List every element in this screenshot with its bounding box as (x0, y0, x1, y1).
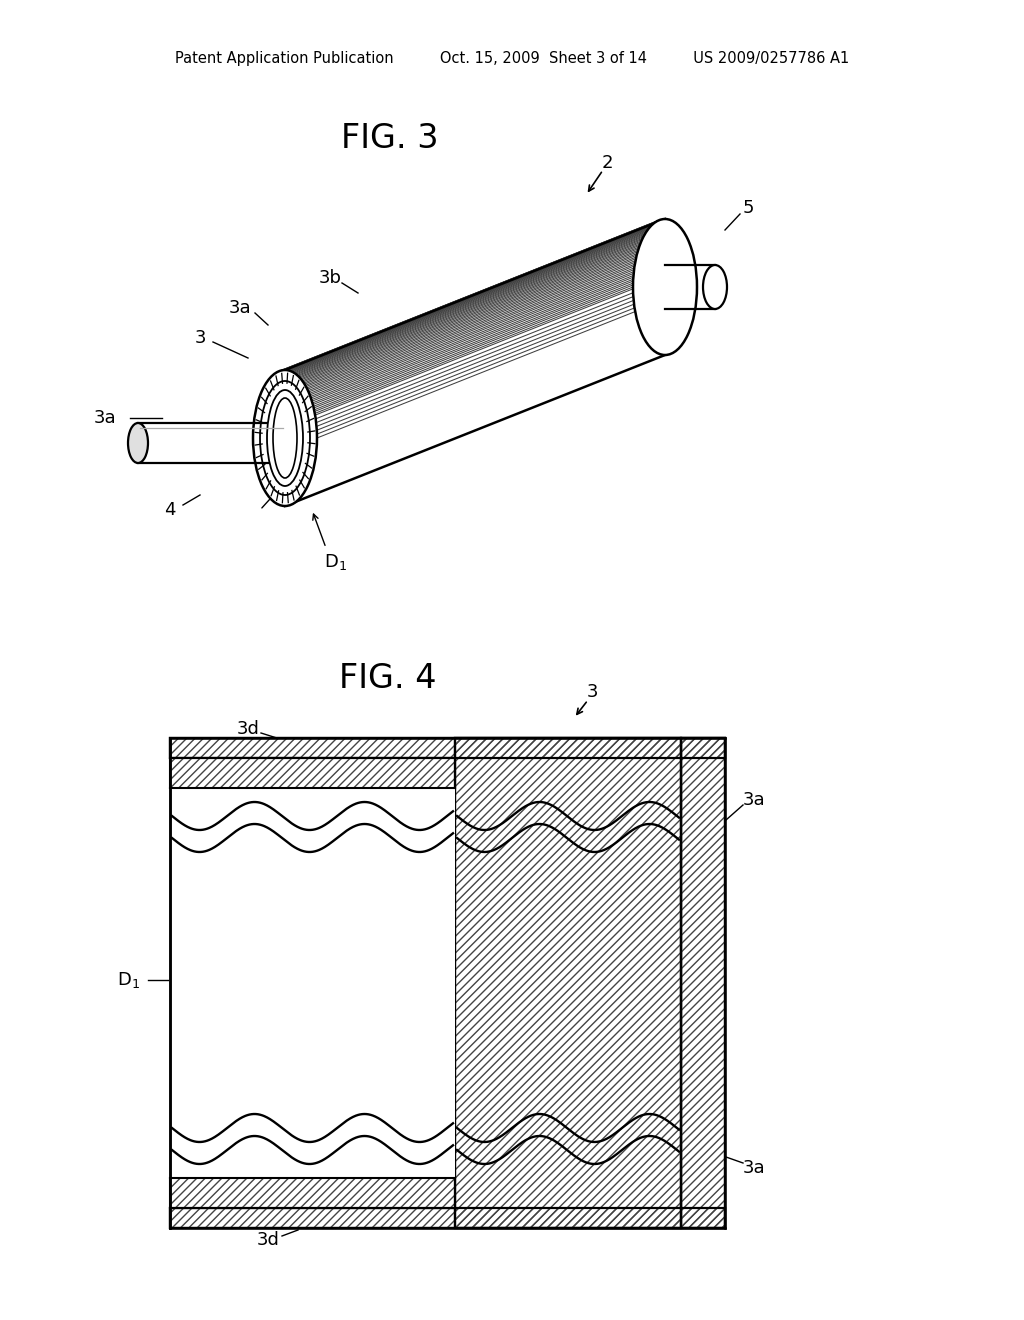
Text: Patent Application Publication          Oct. 15, 2009  Sheet 3 of 14          US: Patent Application Publication Oct. 15, … (175, 50, 849, 66)
Bar (455, 738, 681, 1228)
Bar (170, 1177, 455, 1208)
Text: 5: 5 (742, 199, 754, 216)
Text: 3d: 3d (237, 719, 259, 738)
Text: 3a: 3a (327, 1156, 349, 1173)
Text: 3a: 3a (327, 783, 349, 801)
Text: FIG. 4: FIG. 4 (339, 661, 437, 694)
Bar (170, 738, 725, 758)
Text: D$_1$: D$_1$ (117, 970, 139, 990)
Bar (170, 758, 455, 788)
Bar (170, 1208, 725, 1228)
Text: 3a: 3a (93, 409, 117, 426)
Text: 3a: 3a (742, 1159, 765, 1177)
Bar (681, 738, 725, 1228)
Bar (170, 758, 455, 788)
Bar (170, 1177, 455, 1208)
Text: D$_1$: D$_1$ (324, 552, 346, 572)
Ellipse shape (253, 370, 317, 506)
Ellipse shape (260, 381, 310, 495)
Bar (170, 788, 455, 1177)
Text: 3b: 3b (318, 269, 341, 286)
Text: FIG. 3: FIG. 3 (341, 121, 438, 154)
Ellipse shape (273, 399, 297, 478)
Ellipse shape (128, 422, 148, 463)
Text: 3c: 3c (417, 933, 437, 950)
Text: 3a: 3a (228, 300, 251, 317)
Bar (170, 788, 455, 1177)
Text: 3a: 3a (742, 791, 765, 809)
Text: 3d: 3d (257, 1232, 280, 1249)
Bar (170, 758, 455, 788)
Ellipse shape (267, 389, 303, 486)
Bar (170, 1208, 725, 1228)
Ellipse shape (703, 265, 727, 309)
Bar (170, 1208, 725, 1228)
Bar (170, 738, 725, 758)
Bar (455, 738, 681, 1228)
Bar (170, 1177, 455, 1208)
Text: 3: 3 (587, 682, 598, 701)
Ellipse shape (633, 219, 697, 355)
Text: 3: 3 (195, 329, 206, 347)
Bar (455, 738, 681, 1228)
Bar (681, 738, 725, 1228)
Text: 2: 2 (601, 154, 612, 172)
Bar (170, 738, 725, 758)
Text: 4: 4 (164, 502, 176, 519)
Bar (681, 738, 725, 1228)
